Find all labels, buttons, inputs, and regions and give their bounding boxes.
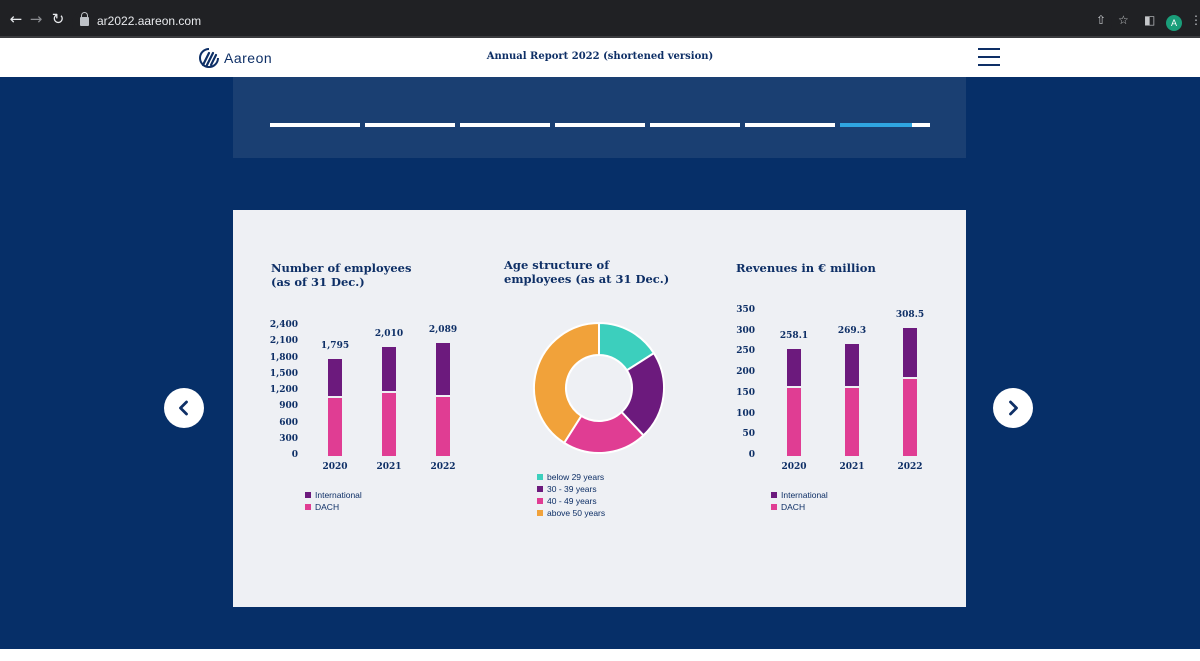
y-tick-label: 350	[736, 305, 755, 315]
bar-international-2021	[382, 347, 396, 392]
bar-total-label-2021: 2,010	[374, 329, 404, 340]
page-bottom-strip	[0, 649, 1200, 661]
bar-dach-2022	[436, 397, 450, 456]
y-tick-label: 600	[279, 417, 298, 428]
browser-toolbar: ← → ↻ ar2022.aareon.com ⇧ ☆ ◧ A ⋮	[0, 0, 1200, 38]
x-tick-label-2022: 2022	[897, 462, 923, 472]
x-tick-label-2021: 2021	[376, 462, 402, 472]
next-slide-button[interactable]	[993, 388, 1033, 428]
y-tick-label: 1,800	[269, 352, 298, 363]
hamburger-menu-icon[interactable]	[978, 48, 1000, 66]
y-tick-label: 1,500	[269, 368, 298, 379]
progress-panel	[233, 77, 966, 158]
bar-dach-2021	[845, 387, 859, 456]
bar-dach-2021	[382, 393, 396, 456]
side-panel-icon[interactable]: ◧	[1144, 13, 1156, 27]
legend-item-below-29: below 29 years	[537, 471, 605, 483]
revenues-chart-title: Revenues in € million	[736, 261, 876, 275]
charts-slide	[233, 210, 966, 607]
legend-item-above-50: above 50 years	[537, 507, 605, 519]
bar-dach-2020	[328, 398, 342, 456]
progress-segment[interactable]	[745, 123, 835, 127]
bar-international-2021	[845, 344, 859, 386]
bar-international-2022	[436, 342, 450, 395]
revenues-chart-legend: International DACH	[771, 489, 828, 513]
progress-segment[interactable]	[555, 123, 645, 127]
bar-total-label-2022: 2,089	[428, 324, 458, 335]
bar-total-label-2022: 308.5	[895, 310, 925, 321]
progress-segment[interactable]	[650, 123, 740, 127]
progress-segment-fill	[840, 123, 912, 127]
bookmark-star-icon[interactable]: ☆	[1118, 13, 1129, 27]
y-tick-label: 300	[736, 325, 755, 336]
age-structure-donut-chart	[533, 322, 665, 454]
lock-icon[interactable]	[80, 12, 89, 26]
legend-item-dach: DACH	[771, 501, 828, 513]
employees-chart-title: Number of employees (as of 31 Dec.)	[271, 261, 412, 289]
legend-item-40-49: 40 - 49 years	[537, 495, 605, 507]
progress-segment[interactable]	[840, 123, 930, 127]
x-tick-label-2020: 2020	[781, 462, 807, 472]
bar-dach-2022	[903, 379, 917, 456]
back-arrow-icon[interactable]: ←	[9, 10, 23, 28]
share-icon[interactable]: ⇧	[1096, 13, 1107, 27]
y-tick-label: 900	[279, 401, 298, 412]
bar-total-label-2020: 258.1	[779, 331, 809, 342]
employees-chart-legend: International DACH	[305, 489, 362, 513]
previous-slide-button[interactable]	[164, 388, 204, 428]
y-tick-label: 1,200	[269, 385, 298, 395]
bar-international-2022	[903, 328, 917, 378]
bar-international-2020	[787, 349, 801, 386]
chevron-left-icon	[179, 400, 188, 416]
y-tick-label: 250	[736, 346, 755, 357]
bar-total-label-2020: 1,795	[320, 340, 350, 351]
y-tick-label: 50	[742, 429, 755, 440]
reload-icon[interactable]: ↻	[51, 10, 65, 28]
donut-slice-3	[533, 322, 600, 445]
more-menu-icon[interactable]: ⋮	[1190, 13, 1200, 27]
y-tick-label: 2,100	[269, 336, 298, 347]
y-tick-label: 300	[279, 433, 298, 444]
x-tick-label-2022: 2022	[430, 462, 456, 472]
x-tick-label-2020: 2020	[322, 462, 348, 472]
url-text[interactable]: ar2022.aareon.com	[97, 14, 202, 28]
progress-segment[interactable]	[460, 123, 550, 127]
y-tick-label: 2,400	[269, 320, 298, 330]
legend-item-30-39: 30 - 39 years	[537, 483, 605, 495]
legend-item-international: International	[305, 489, 362, 501]
progress-segment[interactable]	[365, 123, 455, 127]
bar-dach-2020	[787, 388, 801, 456]
chevron-right-icon	[1009, 400, 1018, 416]
legend-item-dach: DACH	[305, 501, 362, 513]
logo-text[interactable]: Aareon	[224, 50, 273, 66]
y-tick-label: 0	[291, 450, 298, 460]
address-bar[interactable]	[72, 10, 1112, 36]
x-tick-label-2021: 2021	[839, 462, 865, 472]
age-chart-legend: below 29 years 30 - 39 years 40 - 49 yea…	[537, 471, 605, 519]
legend-item-international: International	[771, 489, 828, 501]
progress-segment[interactable]	[270, 123, 360, 127]
profile-avatar[interactable]: A	[1166, 15, 1182, 31]
age-chart-title: Age structure of employees (as at 31 Dec…	[504, 258, 670, 286]
page-title: Annual Report 2022 (shortened version)	[486, 51, 714, 62]
bar-international-2020	[328, 358, 342, 397]
y-tick-label: 150	[736, 387, 755, 398]
aareon-logo-icon[interactable]	[198, 48, 220, 68]
y-tick-label: 200	[736, 367, 755, 378]
bar-total-label-2021: 269.3	[837, 326, 867, 337]
y-tick-label: 0	[748, 450, 755, 460]
y-tick-label: 100	[736, 408, 755, 419]
forward-arrow-icon[interactable]: →	[29, 10, 43, 28]
